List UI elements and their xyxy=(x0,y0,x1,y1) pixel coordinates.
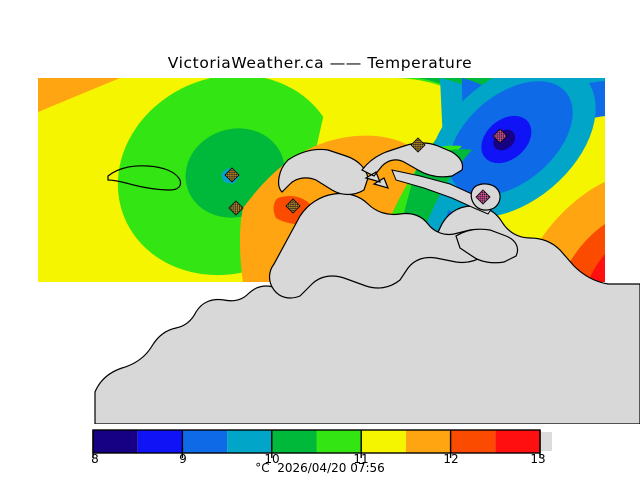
colorbar-band-6[interactable] xyxy=(361,430,406,453)
station-markers xyxy=(224,128,508,216)
colorbar-band-2[interactable] xyxy=(182,430,228,453)
cold-low-core-group xyxy=(428,78,596,218)
colorbar-band-1[interactable] xyxy=(137,430,183,453)
colorbar-band-9[interactable] xyxy=(495,430,540,453)
station-marker-channel[interactable] xyxy=(475,189,491,205)
colorbar-overflow-swatch xyxy=(540,432,552,451)
colorbar-band-3[interactable] xyxy=(227,430,272,453)
colorbar[interactable] xyxy=(92,429,552,458)
colorbar-band-5[interactable] xyxy=(316,430,362,453)
colorbar-bands xyxy=(93,430,540,453)
station-marker-west-south[interactable] xyxy=(228,200,244,216)
colorbar-band-4[interactable] xyxy=(271,430,317,453)
colorbar-band-0[interactable] xyxy=(93,430,138,453)
station-marker-inlet-north[interactable] xyxy=(410,137,426,153)
band-red-se xyxy=(588,254,605,282)
colorbar-band-7[interactable] xyxy=(405,430,451,453)
station-marker-coastal-west[interactable] xyxy=(285,198,301,214)
land-east-islands xyxy=(455,228,519,264)
station-marker-east-core[interactable] xyxy=(492,128,508,144)
land-spit-channel xyxy=(391,169,493,215)
landmass-group xyxy=(94,142,640,424)
land-nw-lobe xyxy=(278,148,369,196)
page-title: VictoriaWeather.ca —— Temperature xyxy=(167,54,473,72)
colorbar-ticks xyxy=(92,430,541,458)
lake-outline-west xyxy=(107,165,182,191)
station-marker-west-core[interactable] xyxy=(224,167,240,183)
band-orange-nw xyxy=(38,78,120,112)
colorbar-band-8[interactable] xyxy=(450,430,496,453)
land-north-claw xyxy=(361,142,464,189)
